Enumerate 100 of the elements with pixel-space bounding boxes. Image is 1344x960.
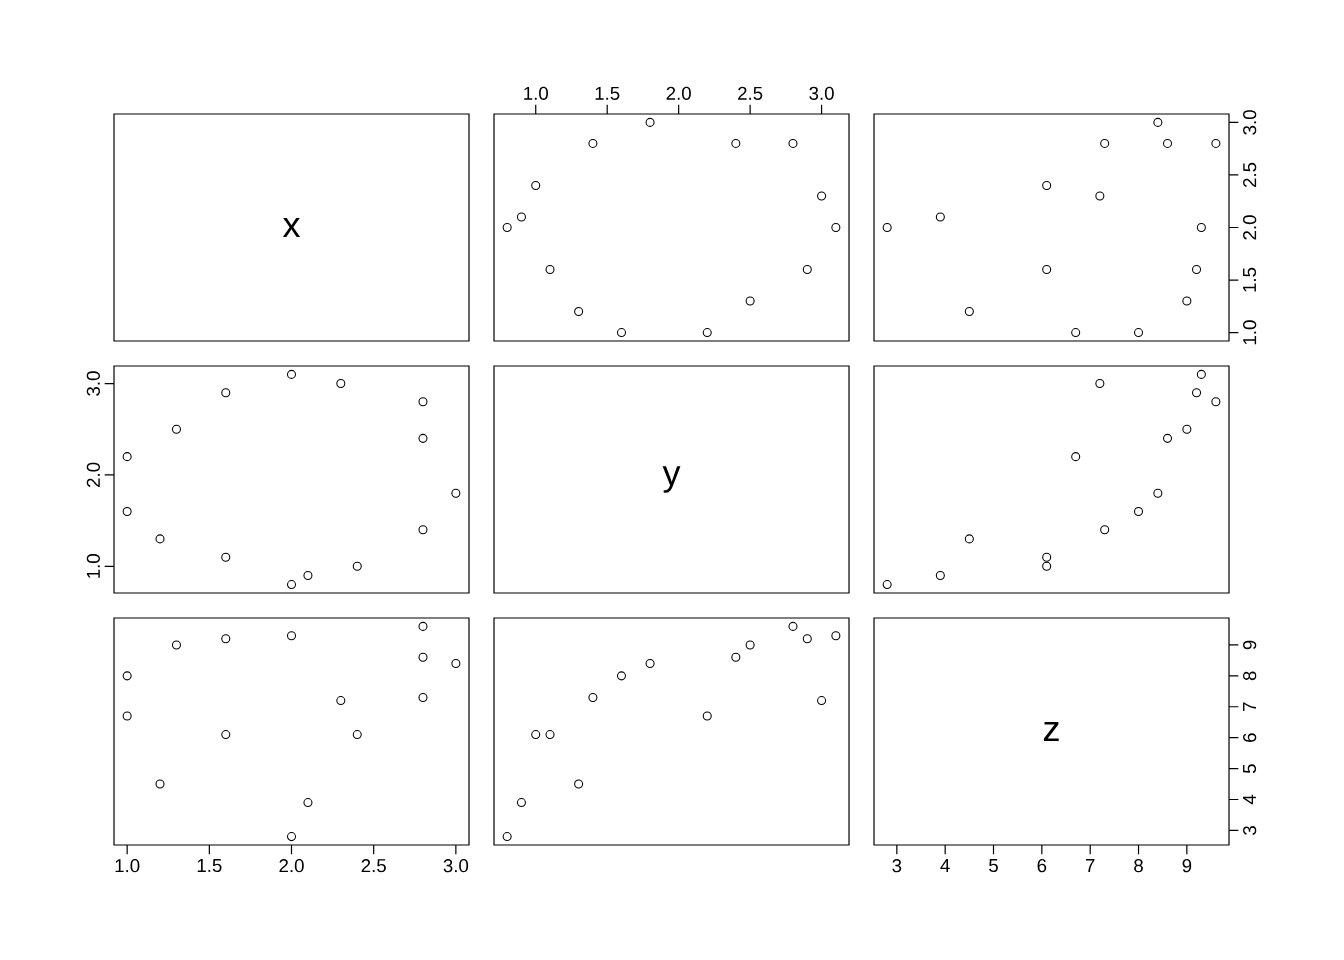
point: [221, 730, 231, 740]
point: [1095, 379, 1105, 389]
point: [1153, 488, 1163, 498]
y-tick-label: 2.0: [86, 462, 100, 487]
point: [516, 212, 526, 222]
point: [745, 640, 755, 650]
y-tick-label: 3: [1243, 826, 1257, 835]
y-tick-label: 2.5: [1243, 162, 1257, 187]
text: y: [662, 466, 681, 493]
point: [1182, 296, 1192, 306]
point: [1042, 561, 1052, 571]
y-tick-label: 7: [1243, 702, 1256, 711]
point: [788, 138, 798, 148]
y-tick-label: 2.0: [1243, 215, 1257, 240]
point: [451, 488, 461, 498]
y-tick-label: 6: [1243, 733, 1257, 742]
point: [1100, 525, 1110, 535]
y-tick-label: 3.0: [86, 371, 100, 396]
point: [502, 222, 512, 233]
point: [531, 180, 541, 190]
point: [122, 506, 132, 517]
point: [1133, 328, 1144, 338]
point: [817, 696, 827, 706]
x-tick-label: 6: [1037, 859, 1047, 873]
point: [336, 696, 346, 706]
point: [935, 570, 945, 580]
point: [545, 730, 555, 740]
point: [1211, 138, 1221, 148]
point: [286, 369, 297, 379]
point: [788, 621, 798, 631]
x-tick-label: 2.5: [738, 86, 763, 100]
point: [1042, 264, 1052, 275]
point: [451, 658, 461, 669]
point: [588, 692, 598, 703]
point: [645, 658, 655, 669]
point: [221, 388, 231, 398]
point: [702, 328, 712, 338]
x-tick-label: 1.0: [524, 86, 548, 100]
point: [817, 191, 827, 201]
point: [702, 711, 712, 721]
point: [616, 328, 627, 338]
point: [1196, 369, 1206, 379]
x-tick-label: 1.5: [197, 859, 222, 873]
point: [122, 711, 132, 721]
point: [831, 631, 841, 641]
text: z: [1043, 721, 1059, 742]
point: [221, 634, 231, 644]
point: [516, 798, 526, 808]
x-tick-label: 4: [940, 859, 950, 872]
point: [155, 779, 165, 789]
point: [155, 534, 165, 544]
point: [418, 652, 428, 662]
point: [531, 730, 541, 740]
point: [1042, 552, 1052, 562]
text: x: [282, 217, 301, 237]
point: [882, 222, 892, 233]
point: [418, 397, 428, 407]
x-tick-label: 2.5: [361, 859, 386, 873]
x-tick-label: 3.0: [443, 859, 469, 873]
point: [418, 433, 428, 443]
point: [1182, 424, 1192, 434]
point: [1042, 180, 1052, 190]
point: [171, 640, 181, 650]
y-tick-label: 1.0: [86, 554, 100, 578]
point: [731, 138, 741, 148]
point: [1071, 452, 1081, 462]
point: [171, 424, 181, 434]
point: [1153, 117, 1163, 127]
point: [616, 671, 627, 681]
point: [574, 779, 584, 789]
point: [1191, 388, 1202, 398]
point: [221, 552, 231, 562]
point: [574, 307, 584, 317]
point: [731, 652, 741, 662]
x-tick-label: 9: [1182, 859, 1192, 873]
x-tick-label: 3.0: [809, 86, 834, 100]
x-tick-label: 1.5: [595, 86, 620, 100]
x-tick-label: 7: [1085, 859, 1095, 872]
point: [303, 798, 313, 808]
point: [1133, 506, 1144, 517]
point: [645, 117, 655, 127]
y-tick-label: 1.0: [1243, 320, 1257, 345]
point: [882, 580, 892, 590]
y-tick-label: 1.5: [1243, 267, 1257, 292]
point: [802, 634, 812, 644]
point: [1100, 138, 1110, 148]
point: [303, 570, 313, 580]
point: [964, 534, 974, 544]
point: [286, 832, 297, 842]
x-tick-label: 2.0: [666, 86, 691, 100]
point: [122, 452, 132, 462]
point: [1071, 328, 1081, 338]
point: [964, 307, 974, 317]
point: [935, 212, 945, 222]
point: [545, 264, 555, 275]
point: [1162, 138, 1173, 148]
point: [502, 832, 512, 842]
point: [286, 631, 297, 641]
y-tick-label: 4: [1243, 794, 1256, 805]
x-tick-label: 8: [1134, 859, 1143, 873]
